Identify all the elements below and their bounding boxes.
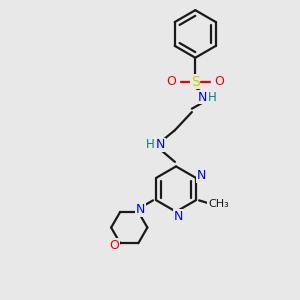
Text: O: O bbox=[167, 75, 176, 88]
Text: N: N bbox=[196, 169, 206, 182]
Text: S: S bbox=[191, 74, 200, 88]
Text: O: O bbox=[110, 239, 119, 252]
Text: CH₃: CH₃ bbox=[208, 199, 229, 209]
Text: H: H bbox=[208, 91, 217, 104]
Text: N: N bbox=[174, 210, 183, 223]
Text: H: H bbox=[146, 138, 154, 152]
Text: O: O bbox=[214, 75, 224, 88]
Text: N: N bbox=[155, 138, 165, 152]
Text: N: N bbox=[197, 91, 207, 104]
Text: N: N bbox=[136, 203, 145, 216]
